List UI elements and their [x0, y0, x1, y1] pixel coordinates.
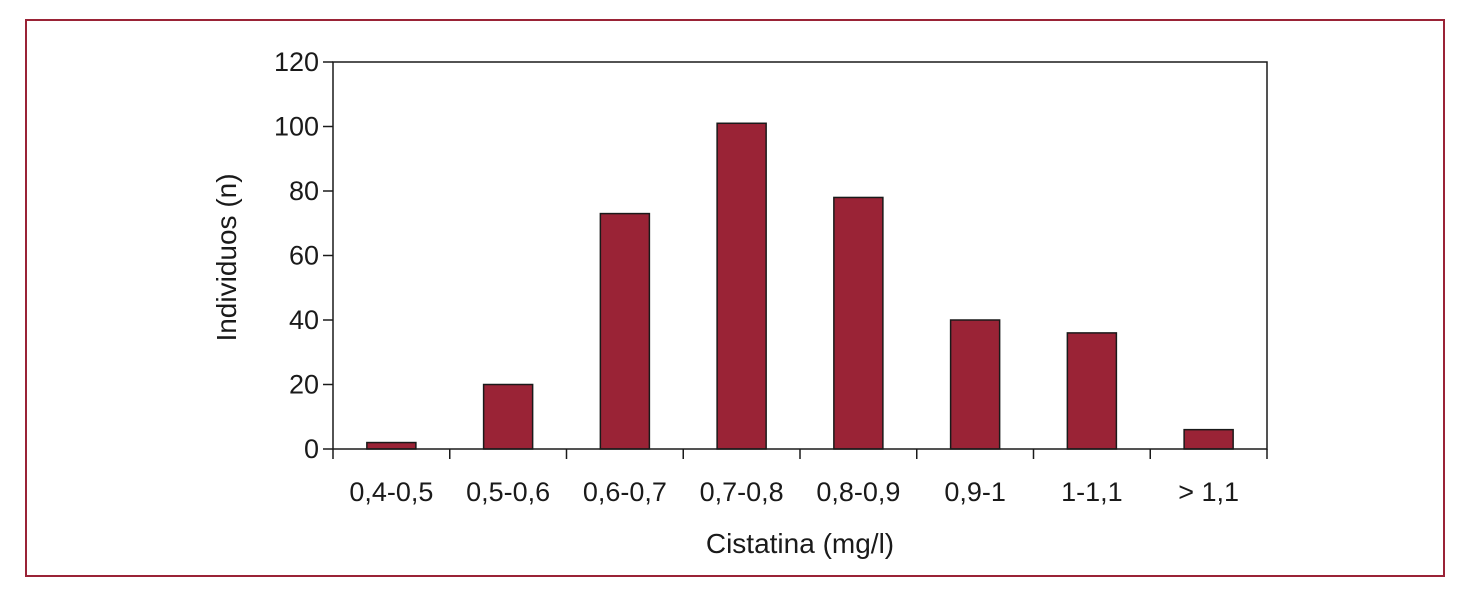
bar-7 [1183, 428, 1234, 450]
y-tick-label-6: 120 [274, 47, 319, 77]
y-tick-label-5: 100 [274, 112, 319, 142]
bar-4 [833, 196, 884, 450]
bar-6 [1066, 332, 1118, 450]
y-tick-label-1: 20 [289, 370, 319, 400]
y-tick-label-4: 80 [289, 176, 319, 206]
bar-3 [716, 122, 767, 450]
x-axis-title: Cistatina (mg/l) [706, 528, 894, 559]
bar-0 [366, 441, 417, 450]
y-axis-title: Individuos (n) [211, 173, 242, 341]
bar-2 [599, 212, 651, 450]
x-tick-label-1: 0,5-0,6 [466, 477, 550, 507]
x-tick-label-2: 0,6-0,7 [583, 477, 667, 507]
plot-area [332, 61, 1268, 450]
x-axis: 0,4-0,5 0,5-0,6 0,6-0,7 0,7-0,8 0,8-0,9 0,9-1… [332, 449, 1268, 507]
x-tick-label-5: 0,9-1 [944, 477, 1006, 507]
x-tick-label-4: 0,8-0,9 [816, 477, 900, 507]
y-tick-label-3: 60 [289, 241, 319, 271]
bar-1 [482, 383, 534, 450]
x-tick-label-0: 0,4-0,5 [349, 477, 433, 507]
y-tick-label-2: 40 [289, 305, 319, 335]
x-tick-label-6: 1-1,1 [1061, 477, 1123, 507]
y-axis: 0 20 40 60 80 100 120 [274, 47, 333, 464]
bar-5 [949, 319, 1001, 450]
x-tick-label-3: 0,7-0,8 [700, 477, 784, 507]
x-tick-label-7: > 1,1 [1178, 477, 1239, 507]
y-tick-label-0: 0 [304, 434, 319, 464]
bars [366, 122, 1234, 450]
